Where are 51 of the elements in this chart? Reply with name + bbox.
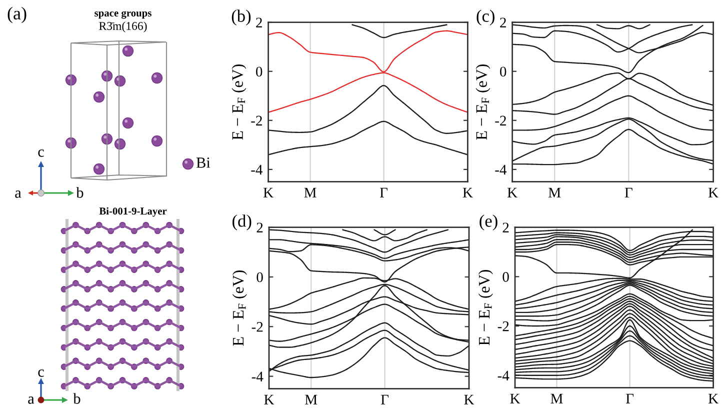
y-tick-label: 0	[256, 272, 263, 282]
y-tick-label: -2	[495, 116, 506, 126]
x-tick-label: K	[510, 394, 520, 404]
y-tick-label: -4	[252, 372, 264, 382]
chart-title: (b)	[232, 10, 251, 26]
text: a	[28, 396, 34, 404]
y-tick-label: 2	[256, 222, 263, 232]
x-tick-label: K	[263, 188, 274, 198]
x-tick-label: Γ	[380, 188, 388, 198]
x-tick-label: K	[462, 188, 473, 198]
x-tick-label: M	[548, 188, 561, 198]
chart-title: (d)	[232, 214, 252, 230]
text: b	[73, 393, 80, 404]
text: (a)	[8, 6, 26, 24]
y-tick-label: 0	[502, 272, 509, 282]
x-tick-label: K	[708, 394, 718, 404]
text: b	[76, 187, 84, 198]
y-tick-label: 2	[256, 18, 262, 28]
y-tick-label: -2	[252, 322, 263, 332]
y-tick-label: -2	[251, 116, 262, 126]
chart-title: (c)	[476, 10, 494, 26]
y-axis-title: E − E$_{F}$ (eV)	[232, 64, 246, 140]
text: c	[38, 369, 44, 377]
y-tick-label: 2	[500, 18, 506, 28]
x-tick-label: K	[507, 188, 518, 198]
y-tick-label: -4	[498, 370, 510, 380]
y-tick-label: -4	[495, 164, 507, 174]
y-tick-label: -4	[251, 164, 263, 174]
y-tick-label: 0	[256, 66, 262, 77]
x-tick-label: M	[305, 394, 318, 404]
x-tick-label: K	[708, 188, 718, 198]
x-tick-label: Γ	[626, 394, 634, 404]
y-axis-title: E − E$_{F}$ (eV)	[476, 64, 490, 140]
text: c	[38, 149, 44, 157]
x-tick-label: K	[264, 394, 274, 404]
x-tick-label: Γ	[380, 394, 389, 404]
chart-title: (e)	[480, 214, 498, 230]
text: Bi-001-9-Layer	[99, 207, 167, 217]
text: a	[15, 190, 22, 198]
x-tick-label: M	[304, 188, 316, 198]
text: Bi	[196, 158, 210, 168]
y-axis-title: E − E$_{F}$ (eV)	[232, 270, 247, 346]
x-tick-label: M	[550, 394, 563, 404]
y-axis-title: E − E$_{F}$ (eV)	[478, 270, 493, 346]
y-tick-label: 2	[502, 222, 509, 232]
text: R3̄m(166)	[99, 22, 147, 32]
y-tick-label: 0	[500, 66, 506, 77]
y-tick-label: -2	[498, 321, 509, 332]
text: space groups	[94, 11, 152, 19]
x-tick-label: Γ	[624, 188, 632, 198]
x-tick-label: K	[464, 394, 474, 404]
